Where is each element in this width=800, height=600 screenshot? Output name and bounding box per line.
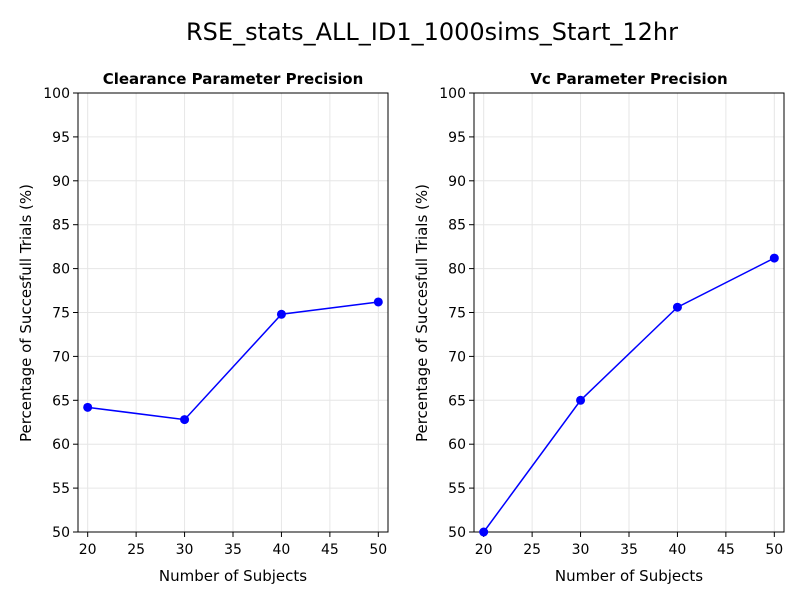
y-tick-label: 90 [52, 174, 70, 190]
x-tick-label: 45 [717, 542, 735, 558]
x-tick-label: 30 [176, 542, 194, 558]
y-tick-label: 55 [52, 481, 70, 497]
panel-title-vc: Vc Parameter Precision [530, 70, 727, 88]
y-tick-label: 65 [448, 393, 466, 409]
data-point-vc [576, 395, 586, 405]
y-tick-label: 95 [448, 130, 466, 146]
y-tick-label: 50 [52, 525, 70, 541]
chart-panel-clearance: Clearance Parameter Precision Number of … [17, 70, 389, 585]
data-point-clearance [180, 415, 190, 425]
x-axis-label-clearance: Number of Subjects [159, 567, 307, 585]
y-tick-label: 75 [52, 306, 70, 322]
y-tick-label: 60 [52, 437, 70, 453]
y-tick-label: 55 [448, 481, 466, 497]
x-tick-label: 40 [273, 542, 291, 558]
x-tick-label: 25 [127, 542, 145, 558]
y-tick-label: 100 [439, 86, 466, 102]
y-tick-label: 100 [43, 86, 70, 102]
chart-panel-vc: Vc Parameter Precision Number of Subject… [413, 70, 785, 585]
y-tick-label: 60 [448, 437, 466, 453]
x-tick-label: 25 [523, 542, 541, 558]
y-tick-label: 80 [52, 262, 70, 278]
x-tick-label: 20 [475, 542, 493, 558]
data-point-vc [672, 302, 682, 312]
data-point-clearance [83, 402, 93, 412]
panel-title-clearance: Clearance Parameter Precision [103, 70, 364, 88]
series-line-vc [483, 257, 775, 533]
x-tick-label: 35 [620, 542, 638, 558]
data-point-clearance [373, 297, 383, 307]
y-tick-label: 90 [448, 174, 466, 190]
y-tick-label: 75 [448, 306, 466, 322]
y-tick-label: 95 [52, 130, 70, 146]
y-tick-label: 85 [448, 218, 466, 234]
figure-title: RSE_stats_ALL_ID1_1000sims_Start_12hr [186, 18, 678, 46]
y-tick-label: 85 [52, 218, 70, 234]
x-tick-label: 45 [321, 542, 339, 558]
y-tick-label: 70 [448, 349, 466, 365]
data-point-vc [769, 253, 779, 263]
y-axis-label-clearance: Percentage of Succesfull Trials (%) [17, 184, 35, 442]
x-tick-label: 50 [369, 542, 387, 558]
y-tick-label: 50 [448, 525, 466, 541]
x-tick-label: 30 [572, 542, 590, 558]
x-tick-label: 50 [765, 542, 783, 558]
grid-clearance [78, 92, 388, 533]
y-axis-label-vc: Percentage of Succesfull Trials (%) [413, 184, 431, 442]
y-tick-label: 70 [52, 349, 70, 365]
x-tick-label: 35 [224, 542, 242, 558]
x-tick-label: 20 [79, 542, 97, 558]
grid-vc [474, 92, 784, 533]
y-tick-label: 80 [448, 262, 466, 278]
data-point-clearance [276, 309, 286, 319]
series-line-clearance [87, 301, 379, 421]
data-point-vc [479, 527, 489, 537]
y-tick-label: 65 [52, 393, 70, 409]
x-axis-label-vc: Number of Subjects [555, 567, 703, 585]
x-tick-label: 40 [669, 542, 687, 558]
